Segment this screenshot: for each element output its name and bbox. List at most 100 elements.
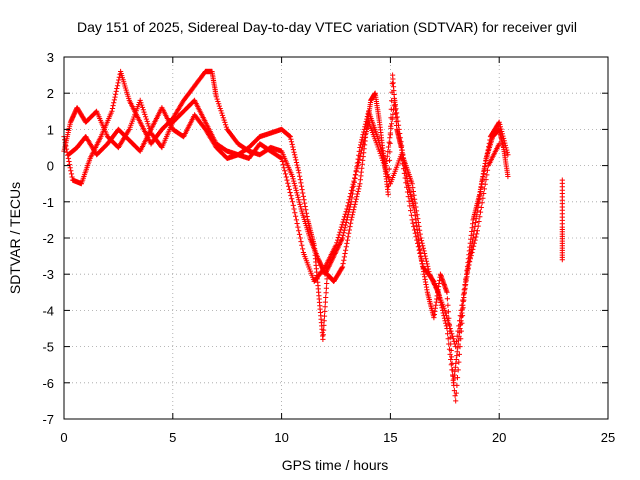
data-point bbox=[409, 181, 415, 187]
data-point bbox=[139, 104, 146, 110]
data-point bbox=[446, 323, 453, 329]
data-point bbox=[461, 287, 467, 293]
x-axis-label: GPS time / hours bbox=[282, 457, 389, 473]
data-point bbox=[388, 125, 394, 131]
y-tick-label: 3 bbox=[47, 50, 54, 65]
data-point bbox=[290, 144, 296, 150]
data-point bbox=[343, 247, 349, 253]
data-point bbox=[412, 196, 418, 202]
data-point bbox=[353, 199, 359, 205]
data-point bbox=[322, 299, 328, 305]
data-point bbox=[113, 91, 119, 97]
data-point bbox=[115, 80, 121, 86]
data-point bbox=[302, 203, 308, 210]
data-point bbox=[285, 180, 291, 186]
data-point bbox=[422, 253, 428, 259]
data-point bbox=[457, 313, 463, 319]
data-point bbox=[457, 318, 463, 324]
data-point bbox=[382, 164, 388, 170]
data-point bbox=[446, 320, 452, 326]
data-point bbox=[387, 135, 393, 141]
data-point bbox=[296, 197, 302, 203]
data-point bbox=[66, 158, 72, 165]
data-point bbox=[363, 119, 369, 125]
data-point bbox=[484, 167, 491, 173]
data-point bbox=[448, 362, 454, 368]
data-point bbox=[288, 136, 294, 142]
data-point bbox=[344, 237, 351, 243]
data-point bbox=[323, 294, 329, 301]
data-point bbox=[474, 212, 480, 218]
data-point bbox=[219, 112, 226, 118]
data-point bbox=[292, 154, 298, 160]
data-point bbox=[497, 121, 503, 128]
data-point bbox=[386, 166, 392, 172]
data-point bbox=[300, 246, 306, 252]
data-point bbox=[456, 323, 462, 329]
data-point bbox=[346, 227, 352, 233]
data-point bbox=[280, 162, 286, 168]
data-point bbox=[389, 116, 395, 122]
data-point bbox=[290, 147, 296, 153]
data-point bbox=[484, 154, 490, 160]
data-point bbox=[300, 190, 306, 196]
data-point bbox=[340, 261, 346, 267]
data-point bbox=[413, 204, 419, 210]
data-point bbox=[352, 175, 358, 181]
data-point bbox=[404, 184, 410, 190]
data-point bbox=[479, 177, 485, 183]
data-point bbox=[467, 259, 473, 265]
data-point bbox=[355, 163, 361, 169]
data-point bbox=[474, 228, 480, 234]
data-point bbox=[482, 164, 488, 170]
data-point bbox=[469, 249, 475, 256]
data-point bbox=[502, 140, 508, 146]
data-point bbox=[456, 351, 462, 357]
data-point bbox=[295, 167, 301, 173]
data-point bbox=[109, 105, 116, 112]
data-point bbox=[389, 121, 395, 127]
data-point bbox=[342, 250, 348, 257]
data-point bbox=[223, 122, 229, 128]
data-point bbox=[339, 222, 345, 228]
data-point bbox=[281, 165, 287, 171]
data-point bbox=[323, 290, 329, 296]
data-point bbox=[299, 242, 305, 248]
data-point bbox=[486, 144, 492, 150]
data-point bbox=[216, 101, 222, 107]
data-point bbox=[292, 210, 298, 216]
y-tick-label: -2 bbox=[42, 231, 54, 246]
data-point bbox=[289, 196, 295, 202]
data-point bbox=[505, 173, 511, 180]
y-tick-label: -6 bbox=[42, 376, 54, 391]
data-point bbox=[323, 285, 329, 291]
data-point bbox=[410, 185, 416, 191]
data-point bbox=[455, 367, 461, 373]
data-point bbox=[425, 263, 431, 269]
data-point bbox=[463, 276, 469, 282]
data-point bbox=[421, 248, 427, 254]
data-point bbox=[343, 244, 349, 250]
data-point bbox=[452, 393, 458, 399]
data-point bbox=[287, 189, 293, 196]
data-point bbox=[385, 149, 391, 155]
data-point bbox=[361, 138, 367, 144]
data-point bbox=[386, 139, 392, 145]
data-point bbox=[298, 204, 304, 210]
data-point bbox=[383, 169, 390, 175]
data-point bbox=[496, 141, 502, 147]
data-point bbox=[303, 207, 309, 213]
data-point bbox=[445, 336, 451, 342]
data-point bbox=[378, 153, 384, 159]
data-point bbox=[109, 108, 115, 114]
data-point bbox=[215, 98, 221, 105]
data-point bbox=[499, 131, 505, 137]
data-point bbox=[352, 201, 358, 207]
data-point bbox=[376, 148, 383, 154]
data-point bbox=[459, 302, 465, 308]
data-point bbox=[294, 162, 300, 168]
data-point bbox=[498, 126, 504, 132]
data-point bbox=[470, 246, 476, 252]
data-point bbox=[291, 206, 297, 212]
data-point bbox=[356, 183, 362, 189]
